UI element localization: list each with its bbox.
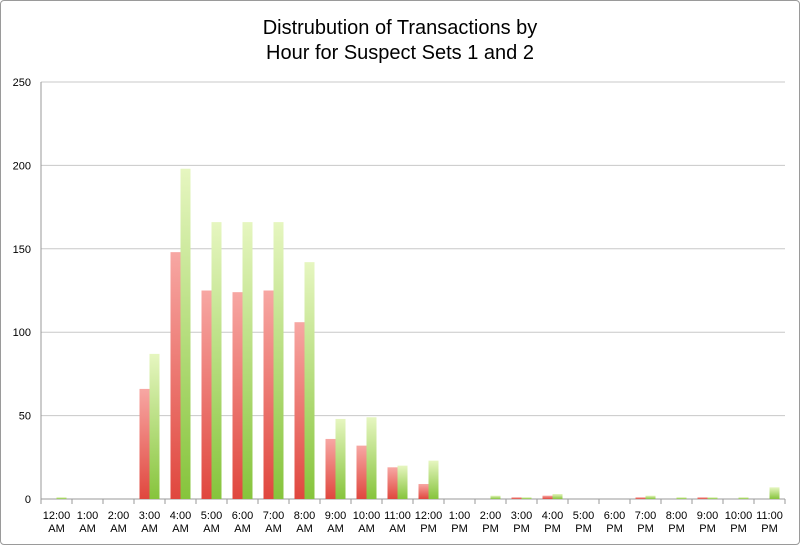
x-tick-label: 11:00 AM	[384, 510, 411, 535]
y-axis-ticks: 0 50 100 150 200 250	[13, 77, 31, 506]
bar-series-2	[273, 222, 284, 499]
x-axis-ticks: 12:00 AM 1:00 AM 2:00 AM 3:00 AM 4:00 AM 5:00 AM 6:0…	[43, 510, 783, 535]
bar-series-2	[149, 353, 160, 499]
bar-series-2	[304, 262, 315, 499]
bar-series-1	[356, 445, 367, 499]
y-tick-label: 50	[19, 411, 31, 423]
bar-series-1	[542, 495, 553, 499]
x-tick-label: 4:00 PM	[542, 510, 563, 535]
x-tick-label: 12:00 AM	[43, 510, 71, 535]
x-tick-label: 3:00 PM	[511, 510, 532, 535]
x-tick-label: 12:00 PM	[415, 510, 443, 535]
x-tick-label: 7:00 PM	[635, 510, 656, 535]
bar-series-2	[521, 497, 532, 499]
x-tick-label: 11:00 PM	[756, 510, 783, 535]
x-tick-label: 5:00 PM	[573, 510, 594, 535]
bar-series-2	[676, 497, 687, 499]
bars	[56, 168, 780, 499]
bar-series-1	[201, 290, 212, 499]
x-tick-label: 1:00 AM	[77, 510, 98, 535]
bar-series-1	[139, 388, 150, 499]
gridlines	[40, 81, 786, 504]
bar-series-1	[170, 252, 181, 499]
y-tick-label: 150	[13, 244, 31, 256]
bar-series-2	[180, 168, 191, 499]
bar-series-2	[645, 495, 656, 499]
bar-series-2	[335, 418, 346, 499]
x-tick-label: 10:00 PM	[725, 510, 753, 535]
x-tick-label: 4:00 AM	[170, 510, 191, 535]
x-tick-label: 9:00 PM	[697, 510, 718, 535]
bar-series-2	[769, 487, 780, 499]
bar-series-1	[294, 322, 305, 499]
bar-series-1	[387, 467, 398, 499]
bar-series-2	[56, 497, 67, 499]
bar-series-2	[211, 222, 222, 499]
x-tick-label: 2:00 AM	[108, 510, 129, 535]
x-tick-label: 3:00 AM	[139, 510, 160, 535]
x-tick-label: 2:00 PM	[480, 510, 501, 535]
y-tick-label: 100	[13, 327, 31, 339]
bar-series-2	[707, 497, 718, 499]
bar-series-1	[325, 438, 336, 499]
bar-series-2	[428, 460, 439, 499]
x-tick-label: 8:00 PM	[666, 510, 687, 535]
x-tick-label: 9:00 AM	[325, 510, 346, 535]
bar-series-2	[242, 222, 253, 499]
y-tick-label: 0	[25, 494, 31, 506]
bar-series-2	[490, 495, 501, 499]
bar-series-1	[635, 497, 646, 499]
bar-series-2	[366, 417, 377, 499]
x-tick-label: 6:00 AM	[232, 510, 253, 535]
y-tick-label: 250	[13, 77, 31, 89]
x-tick-label: 5:00 AM	[201, 510, 222, 535]
bar-series-1	[511, 497, 522, 499]
bar-series-1	[263, 290, 274, 499]
bar-series-2	[397, 465, 408, 499]
x-tick-label: 8:00 AM	[294, 510, 315, 535]
bar-series-2	[738, 497, 749, 499]
bar-series-1	[418, 483, 429, 499]
bar-series-1	[697, 497, 708, 499]
y-tick-label: 200	[13, 160, 31, 172]
bar-series-1	[232, 292, 243, 499]
chart-title-line-2: Hour for Suspect Sets 1 and 2	[266, 42, 534, 64]
chart-title-line-1: Distrubution of Transactions by	[262, 17, 538, 39]
x-tick-label: 7:00 AM	[263, 510, 284, 535]
x-tick-label: 1:00 PM	[449, 510, 470, 535]
x-tick-label: 6:00 PM	[604, 510, 625, 535]
chart-title: Distrubution of Transactions by Hour for…	[0, 16, 800, 66]
x-tick-label: 10:00 AM	[353, 510, 381, 535]
bar-series-2	[552, 493, 563, 499]
